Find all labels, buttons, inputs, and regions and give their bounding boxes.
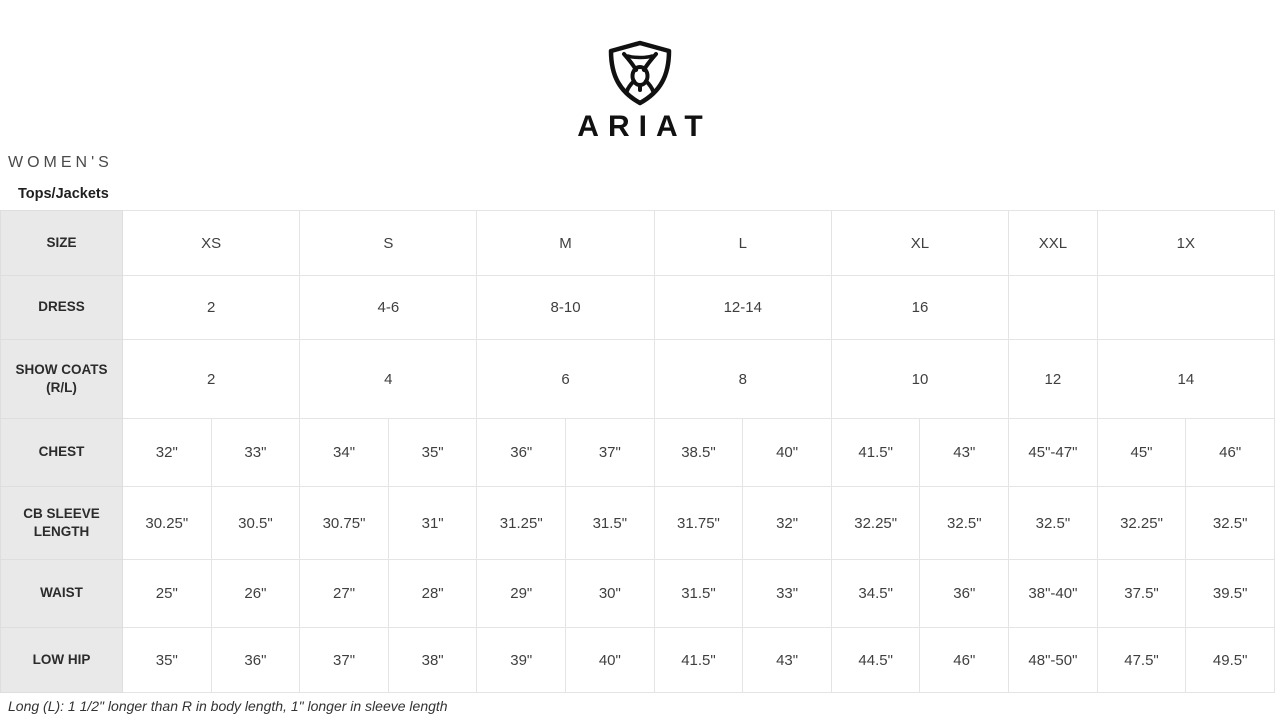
- size-cell: 37": [299, 627, 389, 693]
- size-cell: 35": [387, 418, 478, 487]
- size-cell: 32.5": [919, 486, 1010, 560]
- size-cell: 32.25": [1096, 486, 1187, 560]
- size-cell: 49.5": [1185, 627, 1275, 693]
- size-column-header: XL: [830, 210, 1010, 276]
- row-header-show-coats: SHOW COATS (R/L): [0, 339, 123, 419]
- size-cell: 4-6: [299, 275, 478, 340]
- size-cell: 30.75": [299, 486, 389, 560]
- row-header-waist: WAIST: [0, 559, 123, 628]
- size-cell: 34.5": [830, 559, 921, 628]
- size-cell: 36": [210, 627, 301, 693]
- size-cell: 30": [565, 559, 655, 628]
- size-cell: 46": [919, 627, 1010, 693]
- size-cell: 36": [476, 418, 567, 487]
- size-cell: 27": [299, 559, 389, 628]
- size-cell: 32.5": [1185, 486, 1275, 560]
- size-cell: 38": [387, 627, 478, 693]
- size-chart-body: SIZE XS S M L XL XXL 1X DRESS 2 4-6 8-10 12-14 16 SHOW…: [0, 210, 1276, 693]
- size-cell: 41.5": [830, 418, 921, 487]
- size-cell: 39.5": [1185, 559, 1275, 628]
- size-cell: 35": [122, 627, 212, 693]
- size-cell: 32": [122, 418, 212, 487]
- size-cell: 37.5": [1096, 559, 1187, 628]
- size-cell: 26": [210, 559, 301, 628]
- size-cell: 25": [122, 559, 212, 628]
- size-cell: 4: [299, 339, 478, 419]
- size-chart-table: SIZE XS S M L XL XXL 1X DRESS 2 4-6 8-10 12-14 16 SHOW…: [0, 210, 1276, 693]
- size-cell: 31.5": [565, 486, 655, 560]
- size-cell: 32": [742, 486, 832, 560]
- size-column-header: 1X: [1096, 210, 1276, 276]
- size-cell: 38.5": [653, 418, 744, 487]
- size-cell: 33": [210, 418, 301, 487]
- size-column-header: XXL: [1008, 210, 1098, 276]
- size-cell: 38"-40": [1008, 559, 1098, 628]
- size-cell: [1008, 275, 1098, 340]
- size-column-header: M: [476, 210, 655, 276]
- size-cell: 8-10: [476, 275, 655, 340]
- size-cell: 37": [565, 418, 655, 487]
- size-cell: 32.5": [1008, 486, 1098, 560]
- size-chart-row: DRESS 2 4-6 8-10 12-14 16: [0, 275, 1276, 340]
- size-chart-row: LOW HIP 35" 36" 37" 38" 39" 40" 41.5" 43" 44.5" 46…: [0, 627, 1275, 693]
- brand-header: ARIAT: [0, 0, 1280, 144]
- size-cell: 31": [387, 486, 478, 560]
- size-cell: 10: [830, 339, 1010, 419]
- size-cell: 34": [299, 418, 389, 487]
- size-cell: 16: [830, 275, 1010, 340]
- size-column-header: XS: [121, 210, 301, 276]
- row-header-low-hip: LOW HIP: [0, 627, 123, 693]
- size-cell: 43": [742, 627, 832, 693]
- size-cell: 30.5": [210, 486, 301, 560]
- size-cell: [1096, 275, 1276, 340]
- size-chart-row: SHOW COATS (R/L) 2 4 6 8 10 12 14: [0, 339, 1276, 419]
- size-cell: 32.25": [830, 486, 921, 560]
- size-cell: 2: [121, 275, 301, 340]
- size-chart-row: WAIST 25" 26" 27" 28" 29" 30" 31.5" 33" 34.5" 36" 3…: [0, 559, 1275, 628]
- size-cell: 44.5": [830, 627, 921, 693]
- size-cell: 40": [565, 627, 655, 693]
- size-cell: 45"-47": [1008, 418, 1098, 487]
- size-cell: 28": [387, 559, 478, 628]
- footnote: Long (L): 1 1/2" longer than R in body l…: [8, 698, 448, 714]
- row-header-size: SIZE: [0, 210, 123, 276]
- ariat-shield-logo-icon: [604, 40, 676, 106]
- size-cell: 31.75": [653, 486, 744, 560]
- brand-wordmark: ARIAT: [577, 110, 712, 143]
- size-cell: 47.5": [1096, 627, 1187, 693]
- size-cell: 46": [1185, 418, 1275, 487]
- size-cell: 12-14: [653, 275, 832, 340]
- subcategory-label: Tops/Jackets: [18, 186, 109, 202]
- size-chart-row: CB SLEEVE LENGTH 30.25" 30.5" 30.75" 31" 31.2…: [0, 486, 1275, 560]
- size-cell: 31.25": [476, 486, 567, 560]
- category-label: WOMEN'S: [8, 154, 113, 171]
- size-cell: 14: [1096, 339, 1276, 419]
- size-chart-row: SIZE XS S M L XL XXL 1X: [0, 210, 1276, 276]
- size-cell: 39": [476, 627, 567, 693]
- row-header-cb-sleeve: CB SLEEVE LENGTH: [0, 486, 123, 560]
- size-cell: 8: [653, 339, 832, 419]
- row-header-dress: DRESS: [0, 275, 123, 340]
- size-column-header: L: [653, 210, 832, 276]
- size-column-header: S: [299, 210, 478, 276]
- size-cell: 45": [1096, 418, 1187, 487]
- size-cell: 33": [742, 559, 832, 628]
- size-cell: 41.5": [653, 627, 744, 693]
- size-cell: 2: [121, 339, 301, 419]
- size-cell: 48"-50": [1008, 627, 1098, 693]
- size-cell: 29": [476, 559, 567, 628]
- size-cell: 36": [919, 559, 1010, 628]
- size-cell: 12: [1008, 339, 1098, 419]
- size-cell: 31.5": [653, 559, 744, 628]
- size-cell: 6: [476, 339, 655, 419]
- size-cell: 30.25": [122, 486, 212, 560]
- size-cell: 40": [742, 418, 832, 487]
- size-chart-row: CHEST 32" 33" 34" 35" 36" 37" 38.5" 40" 41.5" 43" 4…: [0, 418, 1275, 487]
- row-header-chest: CHEST: [0, 418, 123, 487]
- size-cell: 43": [919, 418, 1010, 487]
